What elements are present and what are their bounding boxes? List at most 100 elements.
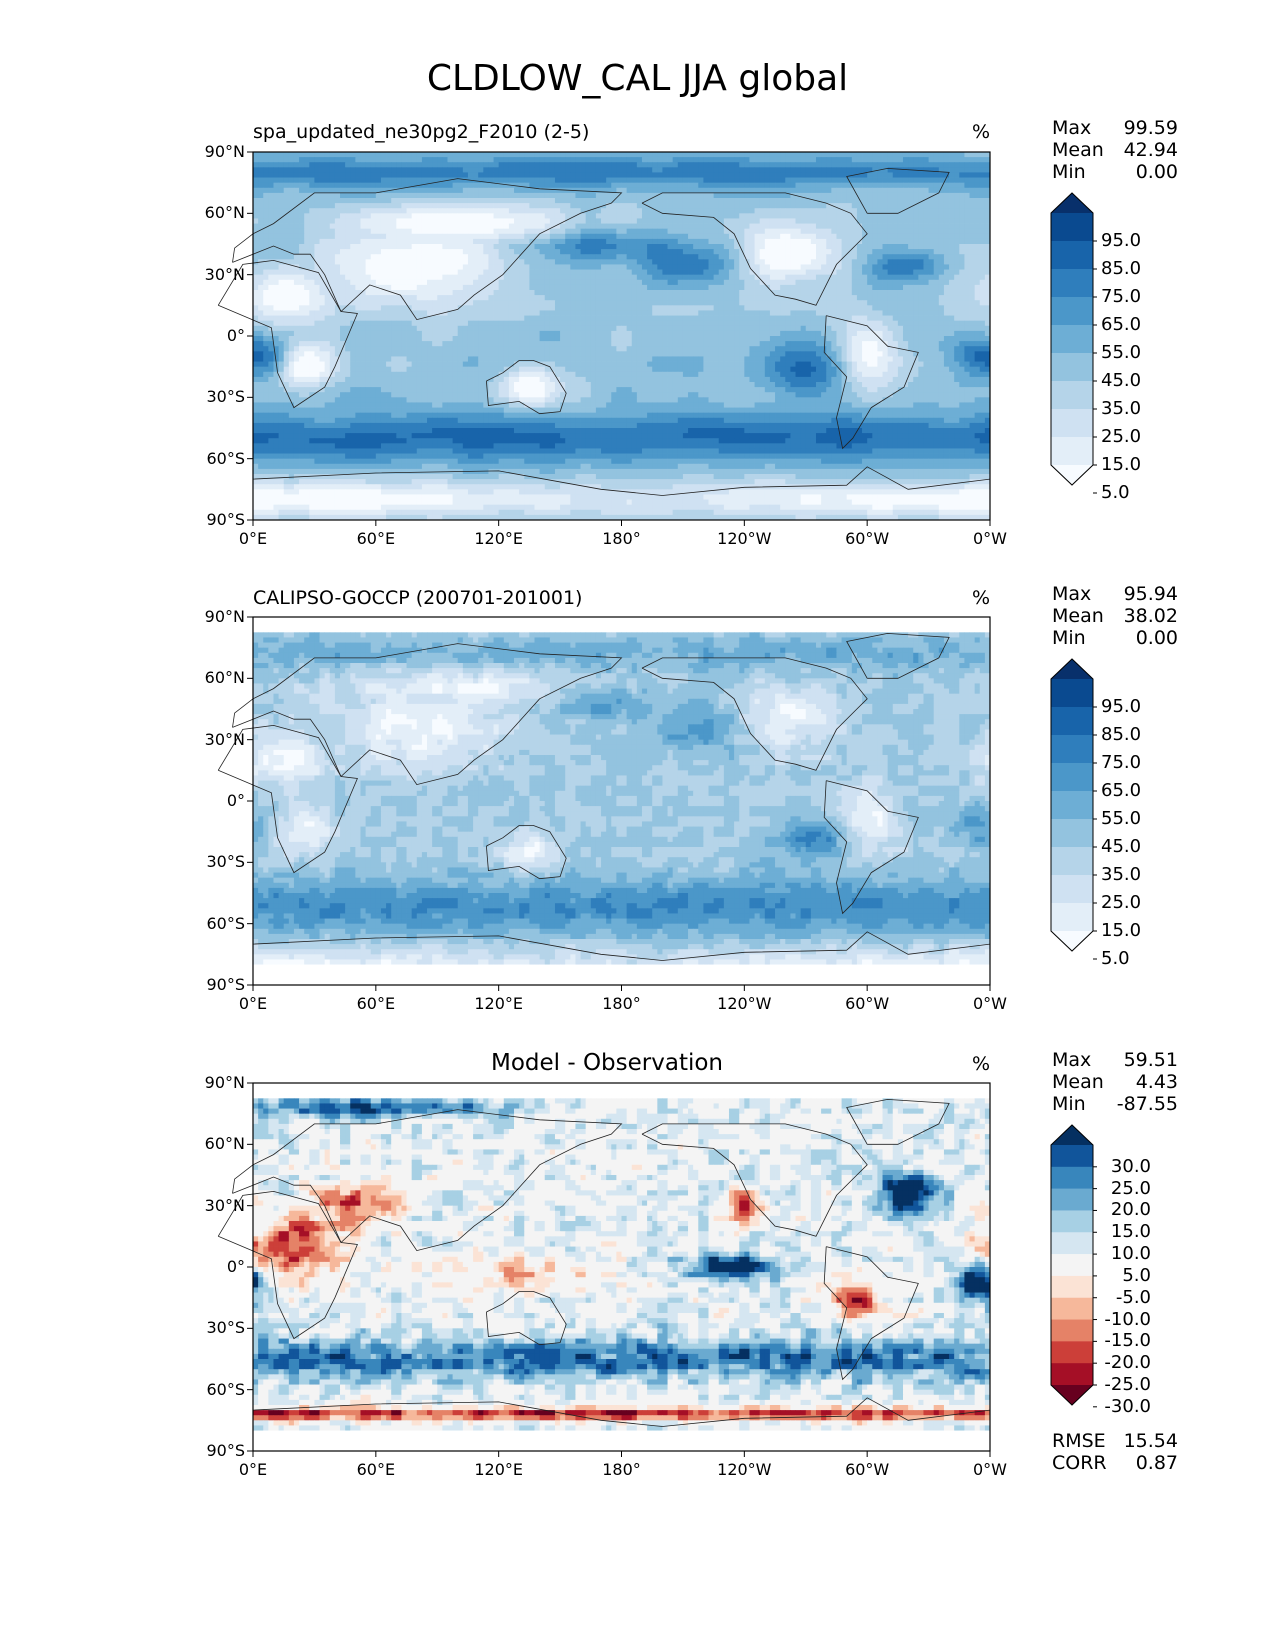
map-cell — [785, 152, 791, 158]
map-cell — [381, 178, 387, 184]
map-cell — [749, 178, 755, 184]
map-cell — [289, 157, 295, 163]
map-cell — [386, 183, 392, 189]
map-cell — [601, 167, 607, 173]
map-cell — [657, 152, 663, 158]
map-cell — [478, 162, 484, 168]
map-cell — [427, 152, 433, 158]
map-cell — [555, 188, 561, 194]
map-cell — [509, 162, 515, 168]
map-cell — [765, 183, 771, 189]
map-cell — [980, 157, 986, 163]
map-cell — [888, 183, 894, 189]
map-cell — [325, 152, 331, 158]
map-cell — [534, 167, 540, 173]
map-cell — [954, 157, 960, 163]
map-cell — [386, 167, 392, 173]
map-cell — [325, 172, 331, 178]
map-cell — [335, 183, 341, 189]
map-cell — [775, 162, 781, 168]
map-cell — [698, 157, 704, 163]
map-cell — [959, 152, 965, 158]
map-cell — [279, 172, 285, 178]
map-cell — [724, 183, 730, 189]
map-cell — [335, 157, 341, 163]
map-cell — [929, 162, 935, 168]
map-cell — [709, 162, 715, 168]
map-cell — [703, 172, 709, 178]
map-cell — [964, 162, 970, 168]
map-cell — [545, 172, 551, 178]
map-cell — [785, 167, 791, 173]
map-cell — [760, 152, 766, 158]
map-cell — [622, 188, 628, 194]
map-cell — [980, 167, 986, 173]
map-cell — [447, 152, 453, 158]
map-cell — [734, 152, 740, 158]
map-cell — [755, 167, 761, 173]
map-cell — [320, 152, 326, 158]
map-cell — [499, 167, 505, 173]
map-cell — [780, 172, 786, 178]
map-cell — [447, 162, 453, 168]
map-cell — [616, 167, 622, 173]
map-cell — [714, 157, 720, 163]
map-cell — [494, 167, 500, 173]
map-cell — [284, 172, 290, 178]
map-cell — [893, 152, 899, 158]
map-cell — [570, 167, 576, 173]
map-cell — [483, 188, 489, 194]
map-cell — [806, 152, 812, 158]
map-cell — [314, 188, 320, 194]
map-cell — [811, 162, 817, 168]
map-cell — [581, 167, 587, 173]
map-cell — [780, 152, 786, 158]
map-cell — [437, 152, 443, 158]
map-cell — [279, 157, 285, 163]
map-cell — [688, 178, 694, 184]
map-cell — [668, 152, 674, 158]
map-cell — [780, 157, 786, 163]
map-cell — [785, 178, 791, 184]
map-cell — [463, 157, 469, 163]
map-cell — [862, 157, 868, 163]
map-cell — [980, 162, 986, 168]
map-cell — [335, 188, 341, 194]
map-cell — [888, 152, 894, 158]
map-cell — [765, 152, 771, 158]
map-cell — [893, 183, 899, 189]
map-cell — [427, 172, 433, 178]
map-cell — [964, 167, 970, 173]
map-cell — [483, 152, 489, 158]
map-cell — [632, 162, 638, 168]
map-cell — [335, 167, 341, 173]
map-cell — [453, 183, 459, 189]
map-cell — [304, 152, 310, 158]
map-cell — [376, 172, 382, 178]
map-cell — [806, 178, 812, 184]
map-cell — [714, 162, 720, 168]
map-cell — [744, 183, 750, 189]
map-cell — [263, 183, 269, 189]
map-cell — [560, 157, 566, 163]
map-cell — [524, 167, 530, 173]
map-cell — [693, 162, 699, 168]
map-cell — [417, 188, 423, 194]
map-cell — [560, 152, 566, 158]
map-cell — [396, 152, 402, 158]
map-cell — [545, 152, 551, 158]
map-cell — [765, 172, 771, 178]
map-cell — [294, 152, 300, 158]
map-cell — [673, 178, 679, 184]
map-cell — [529, 178, 535, 184]
map-cell — [314, 172, 320, 178]
map-cell — [540, 178, 546, 184]
map-cell — [463, 183, 469, 189]
map-cell — [780, 183, 786, 189]
map-cell — [831, 178, 837, 184]
map-cell — [903, 157, 909, 163]
map-cell — [739, 162, 745, 168]
map-cell — [642, 157, 648, 163]
map-cell — [514, 178, 520, 184]
map-cell — [836, 178, 842, 184]
